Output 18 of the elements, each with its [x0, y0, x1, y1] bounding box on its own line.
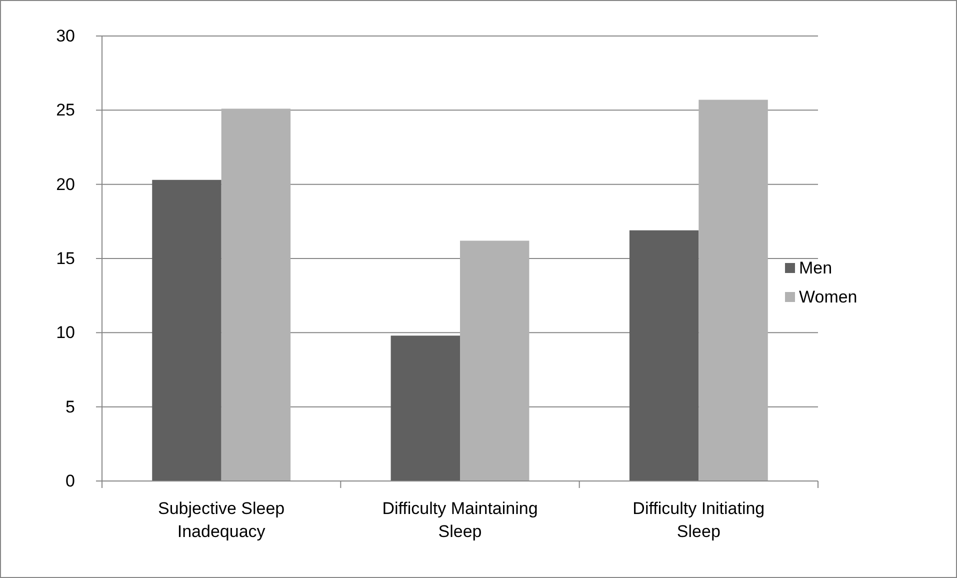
bar [152, 180, 222, 481]
y-tick-label: 10 [56, 323, 75, 342]
y-tick-label: 15 [56, 249, 75, 268]
x-tick-label: Difficulty Initiating Sleep [632, 499, 765, 541]
legend-label: Women [799, 288, 858, 306]
bar [390, 336, 460, 481]
bar [221, 108, 291, 481]
bar [629, 230, 699, 481]
y-tick-label: 25 [56, 100, 75, 120]
x-tick-label: Difficulty Maintaining Sleep [382, 499, 538, 541]
y-tick-label: 20 [56, 174, 75, 194]
legend-label: Men [799, 258, 832, 278]
y-tick-label: 30 [56, 26, 75, 46]
y-tick-label: 0 [66, 472, 75, 490]
bar [698, 100, 768, 481]
bar [460, 240, 530, 481]
x-tick-label: Subjective Sleep Inadequacy [158, 499, 285, 541]
y-tick-label: 5 [66, 397, 75, 416]
